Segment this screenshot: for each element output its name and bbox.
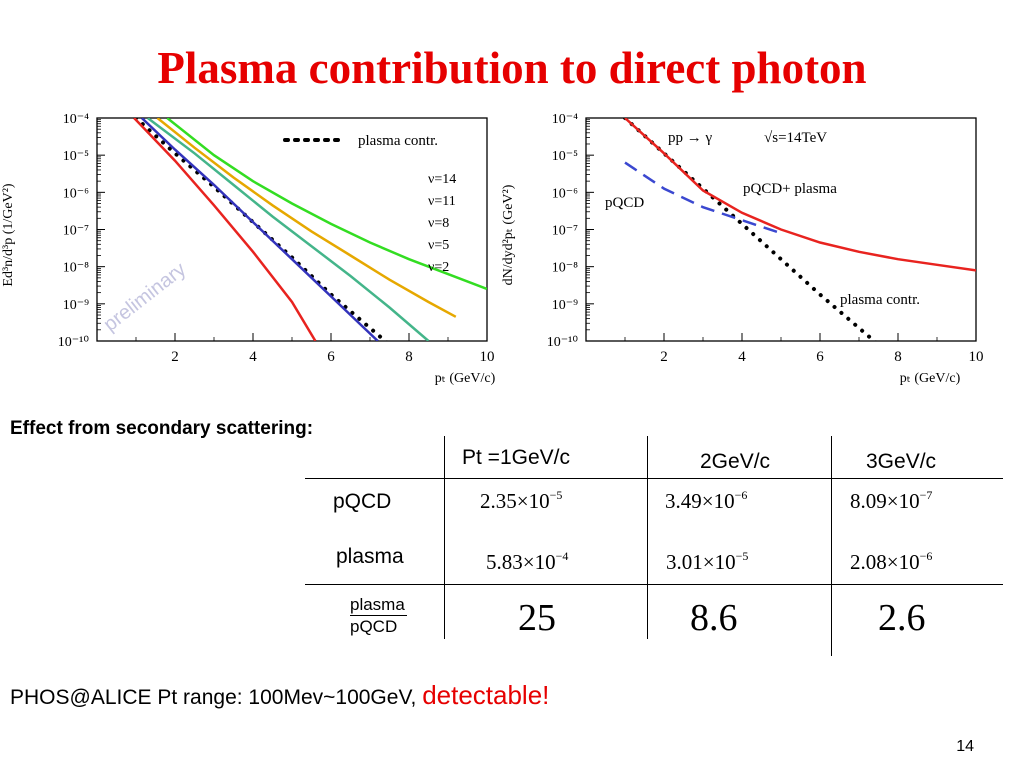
left-ytick-label: 10⁻¹⁰ <box>58 335 90 350</box>
right-series-1 <box>624 161 782 235</box>
left-xlabel: pₜ (GeV/c) <box>435 371 496 386</box>
right-label-sum: pQCD+ plasma <box>743 181 837 197</box>
cell-pqcd-2: 3.49×10−6 <box>665 488 748 513</box>
left-xtick-label: 4 <box>249 349 257 365</box>
left-series-2 <box>156 118 457 318</box>
legend-nu2: ν=2 <box>428 260 449 275</box>
right-label-pqcd: pQCD <box>605 195 644 211</box>
left-plot: 10⁻⁴ 10⁻⁵ 10⁻⁶ 10⁻⁷ 10⁻⁸ 10⁻⁹ 10⁻¹⁰ 2 4 6 8 10 Ed³n… <box>1 112 496 386</box>
legend-nu8: ν=8 <box>428 216 449 231</box>
left-xtick-label: 10 <box>480 349 495 365</box>
left-ytick-label: 10⁻⁴ <box>63 112 89 127</box>
right-xtick-label: 6 <box>816 349 824 365</box>
left-series-3 <box>146 118 430 341</box>
right-energy: √s=14TeV <box>764 130 827 146</box>
ratio-numerator: plasma <box>350 595 407 616</box>
left-ylabel: Ed³n/d³p (1/GeV²) <box>1 183 16 287</box>
cell-plasma-2: 3.01×10−5 <box>666 549 749 574</box>
cell-ratio-3: 2.6 <box>878 597 926 639</box>
cell-plasma-1: 5.83×10−4 <box>486 549 569 574</box>
table-divider <box>305 584 1003 585</box>
left-xtick-label: 2 <box>171 349 179 365</box>
right-label-plasma: plasma contr. <box>840 292 920 308</box>
right-ytick-label: 10⁻⁴ <box>552 112 578 127</box>
cell-ratio-1: 25 <box>518 597 556 639</box>
right-ytick-label: 10⁻⁷ <box>552 224 578 239</box>
cell-pqcd-1: 2.35×10−5 <box>480 488 563 513</box>
footer-emphasis: detectable! <box>422 680 550 710</box>
right-series-2 <box>624 118 976 272</box>
col-header-1: Pt =1GeV/c <box>462 446 570 469</box>
row-header-pqcd: pQCD <box>333 490 392 513</box>
right-ylabel: dN/dyd²pₜ (GeV²) <box>501 184 516 285</box>
left-series-4 <box>140 118 379 341</box>
right-plot: 10⁻⁴ 10⁻⁵ 10⁻⁶ 10⁻⁷ 10⁻⁸ 10⁻⁹ 10⁻¹⁰ 2 4 6 8 10 dN/d… <box>501 112 984 386</box>
right-ytick-label: 10⁻¹⁰ <box>547 335 579 350</box>
right-ytick-label: 10⁻⁹ <box>552 298 578 313</box>
left-xtick-label: 6 <box>327 349 335 365</box>
cell-plasma-3: 2.08×10−6 <box>850 549 933 574</box>
footer-note: PHOS@ALICE Pt range: 100Mev~100GeV, dete… <box>10 680 549 711</box>
right-ytick-label: 10⁻⁶ <box>552 186 578 201</box>
right-xtick-label: 2 <box>660 349 668 365</box>
left-ytick-label: 10⁻⁶ <box>63 186 89 201</box>
cell-ratio-2: 8.6 <box>690 597 738 639</box>
table-divider <box>831 436 832 656</box>
right-xtick-label: 8 <box>894 349 902 365</box>
cell-pqcd-3: 8.09×10−7 <box>850 488 933 513</box>
right-xtick-label: 10 <box>969 349 984 365</box>
col-header-3: 3GeV/c <box>866 450 937 473</box>
table-heading: Effect from secondary scattering: <box>10 418 314 439</box>
right-xlabel: pₜ (GeV/c) <box>900 371 961 386</box>
right-xtick-label: 4 <box>738 349 746 365</box>
slide-title: Plasma contribution to direct photon <box>157 43 867 93</box>
page-number: 14 <box>956 738 974 755</box>
ratio-denominator: pQCD <box>350 617 398 636</box>
right-process: pp → γ <box>668 130 713 146</box>
row-header-plasma: plasma <box>336 545 404 568</box>
table-divider <box>444 436 445 639</box>
right-ytick-label: 10⁻⁸ <box>552 261 578 276</box>
legend-nu11: ν=11 <box>428 194 456 209</box>
row-header-ratio: plasma pQCD <box>350 594 407 637</box>
legend-nu5: ν=5 <box>428 238 449 253</box>
left-ytick-label: 10⁻⁹ <box>63 298 89 313</box>
left-series-1 <box>166 118 487 291</box>
legend-nu14: ν=14 <box>428 172 456 187</box>
left-ytick-label: 10⁻⁵ <box>63 149 89 164</box>
table-divider <box>305 478 1003 479</box>
left-ytick-label: 10⁻⁷ <box>63 224 89 239</box>
left-series-5 <box>133 118 317 341</box>
left-ytick-label: 10⁻⁸ <box>63 261 89 276</box>
table-divider <box>647 436 648 639</box>
left-legend-plasma: plasma contr. <box>358 133 438 149</box>
right-ytick-label: 10⁻⁵ <box>552 149 578 164</box>
footer-text: PHOS@ALICE Pt range: 100Mev~100GeV, <box>10 686 423 709</box>
col-header-2: 2GeV/c <box>700 450 771 473</box>
left-xtick-label: 8 <box>405 349 413 365</box>
